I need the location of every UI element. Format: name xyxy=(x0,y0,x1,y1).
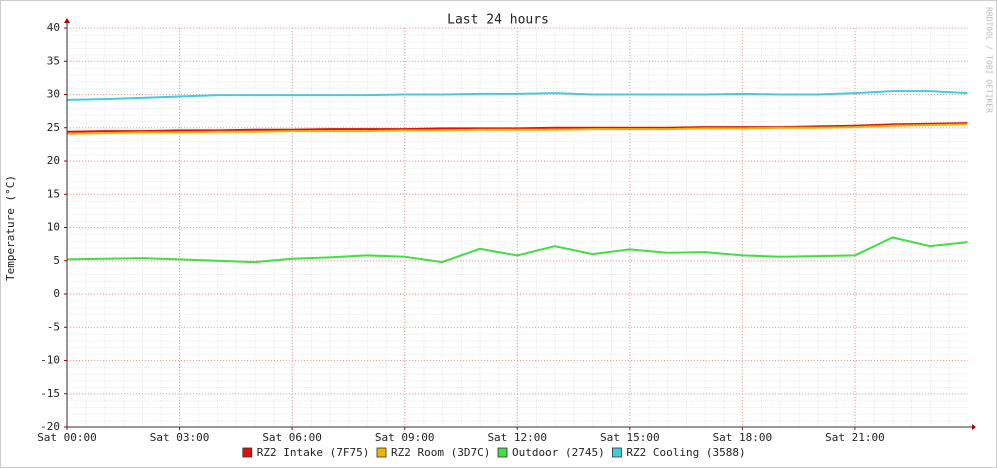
legend-swatch xyxy=(242,447,253,458)
x-tick-label: Sat 00:00 xyxy=(37,431,97,444)
y-tick-label: -5 xyxy=(47,320,60,333)
labels: -20 -15 -10 -5 0 5 10 15 20 25 30 35 40 Sat 00:00 Sat … xyxy=(37,21,885,444)
series-line xyxy=(66,236,968,264)
series-line xyxy=(66,90,968,101)
watermark: RRDTOOL / TOBI OETIKER xyxy=(985,7,994,113)
y-axis-label: Temperature (°C) xyxy=(4,175,17,281)
x-tick-label: Sat 03:00 xyxy=(150,431,210,444)
legend: RZ2 Intake (7F75) RZ2 Room (3D7C) Outdoor … xyxy=(242,446,746,459)
x-tick-label: Sat 18:00 xyxy=(713,431,773,444)
legend-label: RZ2 Cooling (3588) xyxy=(626,446,745,459)
x-arrow xyxy=(972,424,976,430)
axes xyxy=(64,18,976,430)
x-tick-label: Sat 09:00 xyxy=(375,431,435,444)
y-arrow xyxy=(64,18,70,23)
series-line xyxy=(66,122,968,133)
legend-swatch xyxy=(497,447,508,458)
series-lines xyxy=(66,90,968,264)
x-tick-label: Sat 21:00 xyxy=(825,431,885,444)
legend-swatch xyxy=(612,447,622,458)
y-tick-label: 25 xyxy=(47,121,60,134)
y-tick-label: 15 xyxy=(47,187,60,200)
chart-title: Last 24 hours xyxy=(447,13,549,28)
series-line xyxy=(66,123,968,135)
y-tick-label: -20 xyxy=(40,420,60,433)
y-tick-label: 20 xyxy=(47,154,60,167)
y-tick-label: 0 xyxy=(53,287,60,300)
x-tick-label: Sat 06:00 xyxy=(262,431,322,444)
y-tick-label: -10 xyxy=(40,354,60,367)
y-tick-label: 35 xyxy=(47,54,60,67)
legend-label: RZ2 Intake (7F75) xyxy=(257,446,370,459)
legend-label: Outdoor (2745) xyxy=(512,446,605,459)
legend-swatch xyxy=(376,447,387,458)
x-tick-label: Sat 15:00 xyxy=(600,431,660,444)
y-tick-label: 30 xyxy=(47,88,60,101)
legend-label: RZ2 Room (3D7C) xyxy=(391,446,490,459)
y-tick-label: 5 xyxy=(53,254,60,267)
y-tick-label: 10 xyxy=(47,221,60,234)
y-tick-label: 40 xyxy=(47,21,60,34)
y-tick-label: -15 xyxy=(40,387,60,400)
x-tick-label: Sat 12:00 xyxy=(487,431,547,444)
